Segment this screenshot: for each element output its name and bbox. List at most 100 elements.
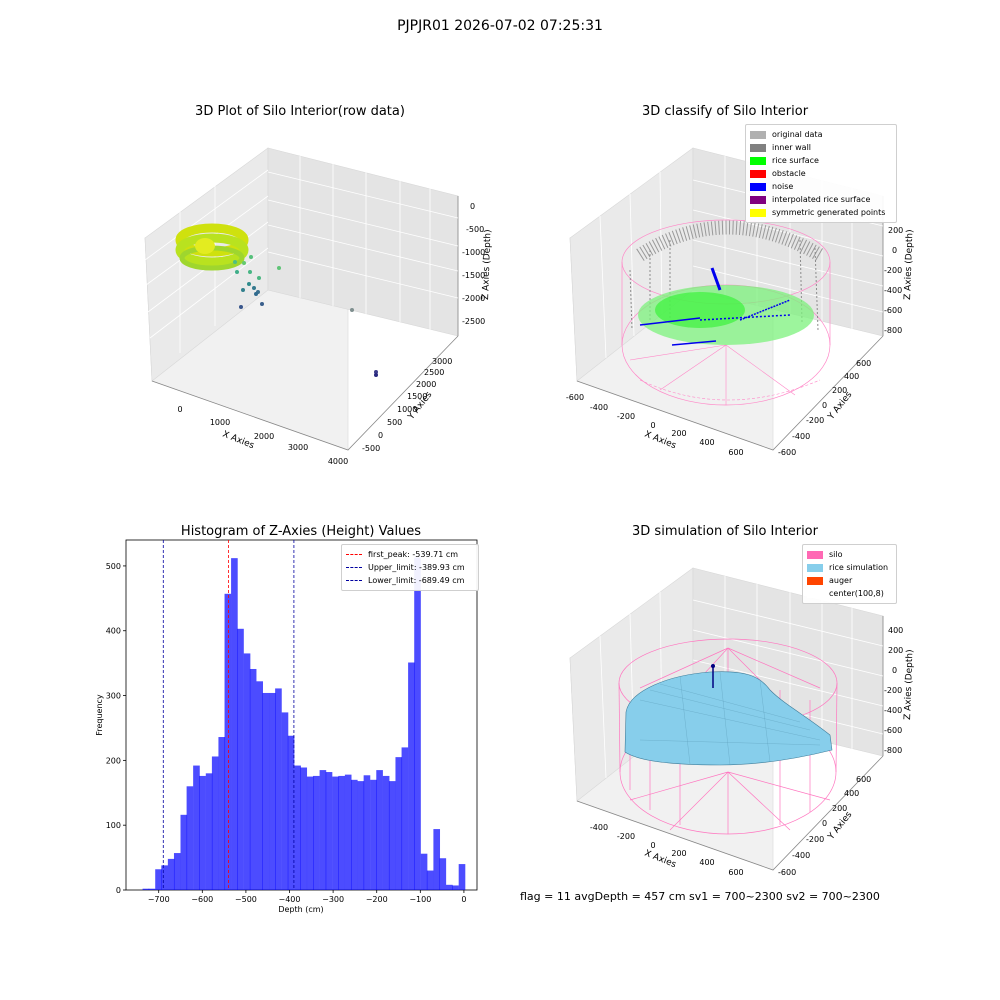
rice-simulation-surface	[624, 671, 833, 766]
histogram-bar	[300, 767, 308, 890]
legend-label: first_peak: -539.71 cm	[368, 550, 459, 559]
classify-ztick: -800	[884, 326, 902, 335]
classify-y-ticks: -600 -400 -200 0 200 400 600	[778, 359, 871, 457]
raw-ytick: 2000	[416, 380, 436, 389]
simulation-ytick: 600	[856, 775, 871, 784]
simulation-ztick: 0	[892, 666, 897, 675]
legend-label: rice surface	[772, 156, 819, 165]
simulation-silo-wireframe	[618, 638, 838, 835]
histogram-bar	[155, 869, 162, 890]
histogram-xtick-label: −400	[279, 895, 301, 904]
legend-item-upper-limit: Upper_limit: -389.93 cm	[346, 561, 474, 574]
histogram-bar	[193, 765, 200, 890]
histogram-ytick-label: 100	[106, 821, 121, 830]
classify-z-label: Z Axies (Depth)	[903, 229, 915, 300]
histogram-bar	[446, 884, 453, 890]
legend-item-auger: auger	[807, 574, 892, 587]
histogram-ytick-label: 500	[106, 562, 121, 571]
simulation-x-ticks: -400 -200 0 200 400 600	[590, 823, 744, 877]
legend-line	[346, 580, 362, 581]
classify-xtick: -400	[590, 403, 608, 412]
raw-z-ticks: 0 -500 -1000 -1500 -2000 -2500	[462, 202, 485, 326]
histogram-ytick-label: 300	[106, 692, 121, 701]
legend-label: original data	[772, 130, 823, 139]
histogram-bars	[142, 557, 466, 890]
figure-title: PJPJR01 2026-07-02 07:25:31	[397, 18, 603, 34]
histogram-y-label: Frequency	[95, 694, 104, 736]
raw-ytick: 2500	[424, 368, 444, 377]
legend-label: interpolated rice surface	[772, 195, 871, 204]
legend-swatch	[750, 156, 766, 165]
simulation-xtick: 0	[650, 841, 655, 850]
legend-label: inner wall	[772, 143, 812, 152]
simulation-ztick: -600	[884, 726, 902, 735]
histogram-bar	[173, 853, 181, 890]
histogram-bar	[256, 681, 263, 890]
histogram-xtick-label: −700	[148, 895, 170, 904]
raw-ztick: -1000	[462, 248, 485, 257]
histogram-ytick-label: 400	[106, 627, 121, 636]
simulation-y-ticks: -600 -400 -200 0 200 400 600	[778, 775, 871, 877]
histogram-bar	[458, 864, 466, 890]
status-footer: flag = 11 avgDepth = 457 cm sv1 = 700~23…	[520, 890, 880, 903]
histogram-bar	[161, 865, 168, 890]
classify-ytick: -400	[792, 432, 810, 441]
legend-label: rice simulation	[829, 563, 889, 572]
raw-ytick: 1500	[407, 392, 427, 401]
histogram-bar	[370, 779, 377, 890]
legend-swatch	[750, 169, 766, 178]
raw-xtick: 3000	[288, 443, 308, 452]
histogram-bar	[249, 668, 257, 890]
rice-simulation-mesh	[639, 671, 821, 766]
simulation-xtick: -400	[590, 823, 608, 832]
simulation-ytick: 200	[832, 804, 847, 813]
raw-xtick: 1000	[210, 418, 230, 427]
auger-marker	[711, 664, 715, 688]
legend-swatch	[750, 143, 766, 152]
histogram-bar	[408, 662, 415, 890]
legend-swatch	[807, 563, 823, 572]
histogram-bar	[306, 776, 314, 890]
histogram-xtick-label: 0	[461, 895, 466, 904]
classify-xtick: -200	[617, 412, 635, 421]
legend-item-inner-wall: inner wall	[750, 141, 892, 154]
simulation-ytick: -200	[806, 835, 824, 844]
histogram-bar	[382, 775, 390, 890]
classify-xtick: 600	[728, 448, 743, 457]
histogram-xtick-label: −500	[235, 895, 257, 904]
histogram-bar	[338, 775, 345, 890]
histogram-bar	[167, 858, 175, 890]
histogram-x-label: Depth (cm)	[278, 905, 323, 914]
classify-rice-surface	[638, 285, 814, 345]
classify-ytick: 200	[832, 386, 847, 395]
legend-item-symmetric: symmetric generated points	[750, 206, 892, 219]
histogram-vlines	[162, 540, 295, 890]
classify-xtick: 0	[650, 421, 655, 430]
classify-ytick: 0	[822, 401, 827, 410]
legend-item-rice-simulation: rice simulation	[807, 561, 892, 574]
histogram-bar	[211, 756, 219, 890]
histogram-bar	[243, 653, 251, 890]
classify-x-label: X Axies	[643, 430, 678, 452]
histogram-ytick-label: 0	[116, 886, 121, 895]
classify-noise-points	[639, 267, 791, 346]
legend-label: obstacle	[772, 169, 806, 178]
classify-xtick: 400	[699, 438, 714, 447]
histogram-frame	[125, 539, 478, 891]
histogram-bar	[350, 779, 358, 890]
raw-scatter-points	[233, 255, 378, 377]
histogram-bar	[269, 692, 276, 890]
legend-item-obstacle: obstacle	[750, 167, 892, 180]
simulation-xtick: 600	[728, 868, 743, 877]
histogram-bar	[344, 774, 352, 890]
simulation-ytick: 0	[822, 819, 827, 828]
classify-xtick: 200	[671, 429, 686, 438]
histogram-bar	[287, 735, 295, 890]
classify-ztick: 0	[892, 246, 897, 255]
histogram-bar	[433, 829, 441, 890]
raw-z-label: Z Axies (Depth)	[481, 229, 493, 300]
legend-label: Upper_limit: -389.93 cm	[368, 563, 465, 572]
simulation-xtick: -200	[617, 832, 635, 841]
simulation-xtick: 400	[699, 858, 714, 867]
legend-item-interpolated: interpolated rice surface	[750, 193, 892, 206]
